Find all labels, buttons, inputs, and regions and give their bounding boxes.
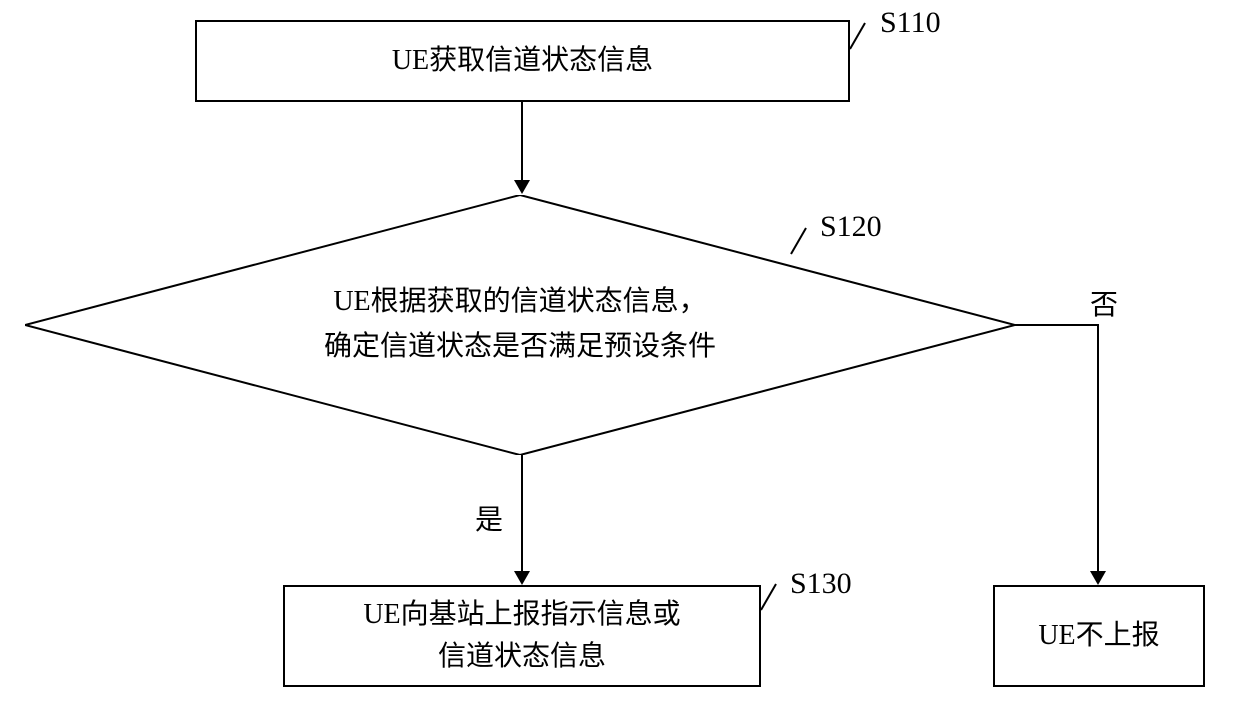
arrow-e2-head	[514, 571, 530, 585]
tick-s110	[849, 23, 866, 50]
arrow-e1-head	[514, 180, 530, 194]
edge-label-no: 否	[1090, 283, 1118, 323]
label-s110: S110	[880, 6, 941, 40]
flowchart-container: UE获取信道状态信息 S110 UE根据获取的信道状态信息， 确定信道状态是否满…	[0, 0, 1240, 715]
decision-s120-line1: UE根据获取的信道状态信息，	[174, 280, 867, 325]
decision-s120-text: UE根据获取的信道状态信息， 确定信道状态是否满足预设条件	[174, 280, 867, 370]
process-s130-text: UE向基站上报指示信息或 信道状态信息	[363, 594, 680, 678]
process-s130-line2: 信道状态信息	[363, 636, 680, 678]
process-s110: UE获取信道状态信息	[195, 20, 850, 102]
process-no-report: UE不上报	[993, 585, 1205, 687]
decision-s120-line2: 确定信道状态是否满足预设条件	[174, 325, 867, 370]
tick-s130	[760, 584, 777, 611]
arrow-e3-hline	[1015, 324, 1099, 326]
process-s110-text: UE获取信道状态信息	[392, 40, 653, 82]
process-s130-line1: UE向基站上报指示信息或	[363, 594, 680, 636]
arrow-e3-head	[1090, 571, 1106, 585]
arrow-e1-line	[521, 102, 523, 182]
label-s120: S120	[820, 210, 882, 244]
label-s130: S130	[790, 567, 852, 601]
process-s130: UE向基站上报指示信息或 信道状态信息	[283, 585, 761, 687]
process-no-report-text: UE不上报	[1038, 615, 1159, 657]
arrow-e2-line	[521, 455, 523, 573]
arrow-e3-vline	[1097, 324, 1099, 573]
edge-label-yes: 是	[475, 498, 503, 538]
